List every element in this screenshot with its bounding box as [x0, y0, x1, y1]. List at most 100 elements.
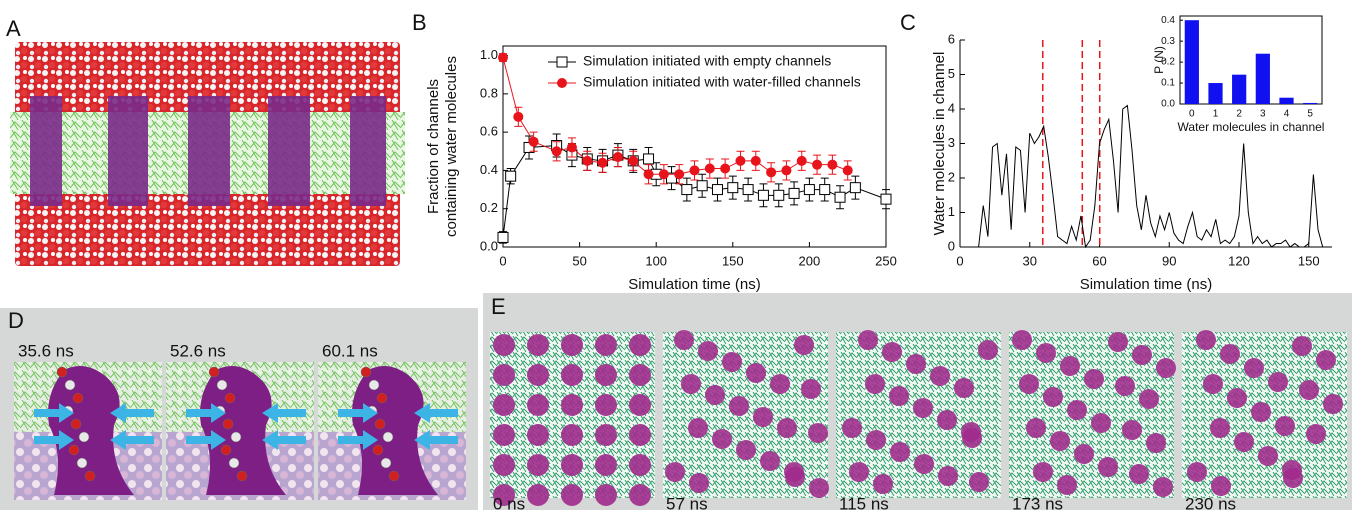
channel	[561, 334, 583, 356]
marker	[658, 169, 669, 180]
channel	[595, 484, 617, 506]
frames: 35.6 ns 52.6 ns 60.1 ns	[14, 341, 466, 500]
marker	[498, 52, 508, 63]
y-tick-label: 0.8	[480, 85, 498, 100]
channel	[1251, 402, 1271, 422]
arrow	[414, 403, 458, 423]
channel	[858, 330, 878, 350]
channel	[1057, 475, 1077, 495]
y-tick-label: 0.0	[1161, 99, 1175, 110]
channel	[595, 394, 617, 416]
frames: 0 ns 57 ns 115 ns 173 ns 230 ns	[490, 330, 1347, 510]
water-molecule	[78, 431, 90, 443]
marker	[674, 169, 685, 180]
arrow	[262, 403, 306, 423]
channel	[595, 424, 617, 446]
x-axis-label: Water molecules in channel	[1178, 120, 1325, 134]
channel	[809, 478, 829, 498]
channel	[794, 335, 814, 355]
legend-marker	[556, 56, 568, 68]
arrow	[338, 430, 378, 450]
channel	[527, 424, 549, 446]
marker	[505, 170, 517, 182]
water-molecule	[68, 444, 80, 456]
marker	[720, 163, 731, 174]
channel	[954, 378, 974, 398]
x-tick-label: 150	[722, 253, 744, 268]
channel	[906, 354, 926, 374]
y-tick-label: 0	[948, 238, 955, 253]
channel	[1268, 372, 1288, 392]
marker	[803, 184, 815, 196]
water-molecule	[220, 444, 232, 456]
channel	[629, 424, 651, 446]
channel	[527, 454, 549, 476]
arrow	[186, 403, 226, 423]
channel	[1244, 358, 1264, 378]
y-axis-label: P (N)	[1152, 46, 1166, 74]
water-molecule	[64, 379, 76, 391]
marker	[643, 169, 654, 180]
arrow	[338, 403, 378, 423]
legend-marker	[557, 78, 567, 88]
frame-time: 230 ns	[1185, 494, 1236, 510]
channel	[736, 440, 756, 460]
arrow	[186, 430, 226, 450]
frame-time: 60.1 ns	[322, 341, 378, 360]
x-axis-label: Simulation time (ns)	[1080, 276, 1213, 293]
x-axis-label: Simulation time (ns)	[628, 276, 761, 293]
channel	[493, 334, 515, 356]
channel	[561, 394, 583, 416]
bar	[1184, 20, 1199, 104]
marker	[704, 163, 715, 174]
channel	[1227, 388, 1247, 408]
panel-letter: B	[412, 10, 427, 35]
channel	[729, 396, 749, 416]
channel	[493, 454, 515, 476]
channel	[1108, 332, 1128, 352]
channel	[1132, 345, 1152, 365]
panel-letter: A	[6, 16, 21, 41]
panel-letter: E	[491, 294, 506, 319]
channel	[865, 374, 885, 394]
channel	[1146, 433, 1166, 453]
channel	[493, 364, 515, 386]
protein	[200, 366, 286, 495]
y-tick-label: 1	[948, 204, 955, 219]
channel	[1153, 477, 1173, 497]
channel	[1196, 330, 1216, 350]
channel	[493, 484, 515, 506]
marker	[612, 152, 623, 163]
marker	[497, 231, 509, 243]
marker	[727, 182, 739, 194]
marker	[773, 189, 785, 201]
water-molecule	[368, 379, 380, 391]
y-tick-label: 0.3	[1161, 36, 1175, 47]
x-tick-label: 30	[1023, 253, 1037, 268]
y-tick-label: 0.0	[480, 238, 498, 253]
channel	[770, 374, 790, 394]
y-tick-label: 0.4	[480, 162, 498, 177]
x-tick-label: 50	[572, 253, 586, 268]
water-molecule	[380, 457, 392, 469]
channel	[1203, 374, 1223, 394]
marker	[696, 180, 708, 192]
channel	[842, 418, 862, 438]
channel	[527, 394, 549, 416]
channel	[914, 454, 934, 474]
y-tick-label: 0.2	[1161, 57, 1175, 68]
panel-letter: C	[900, 10, 916, 35]
channel	[561, 364, 583, 386]
water-molecule	[376, 392, 388, 404]
series-line	[960, 104, 1332, 249]
marker	[566, 142, 577, 153]
y-tick-label: 4	[948, 100, 955, 115]
channel	[1129, 464, 1149, 484]
marker	[551, 146, 562, 157]
arrow	[34, 430, 74, 450]
channel	[629, 484, 651, 506]
channel	[1074, 444, 1094, 464]
x-tick-label: 0	[956, 253, 963, 268]
water-molecule	[228, 457, 240, 469]
